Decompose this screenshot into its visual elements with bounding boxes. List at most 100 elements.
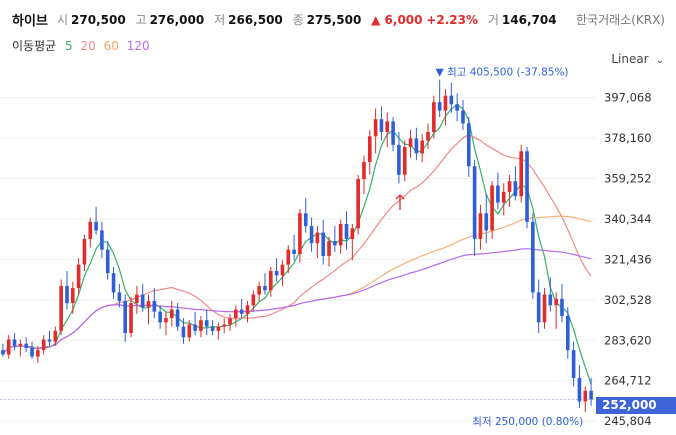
annotations: ▼ 최고 405,500 (-37.85%) 최저 250,000 (0.80%) (0, 67, 596, 428)
candle-body (268, 271, 273, 291)
candle (362, 155, 366, 195)
candle (414, 127, 419, 160)
candle (548, 277, 553, 312)
ma-legend-title: 이동평균 (12, 39, 57, 53)
candle (542, 288, 547, 329)
candle (536, 279, 541, 334)
candle-body (193, 324, 197, 331)
candle (257, 281, 261, 301)
close-value: 275,500 (306, 13, 362, 27)
candle (1, 343, 5, 357)
candle (239, 298, 244, 319)
max-price-annotation: ▼ 최고 405,500 (-37.85%) (436, 67, 569, 79)
candle-body (565, 315, 570, 351)
candle (298, 209, 302, 263)
y-tick-label: 283,620 (604, 333, 652, 347)
candle (513, 166, 518, 201)
candle-body (554, 298, 558, 306)
candle-body (327, 241, 331, 257)
candle-body (519, 151, 524, 197)
candle-body (542, 294, 547, 323)
candle (286, 245, 291, 274)
candle-body (222, 324, 227, 327)
candle-body (111, 273, 116, 293)
candle-body (437, 102, 442, 111)
ma-60-label: 60 (103, 39, 119, 53)
candle (234, 305, 238, 327)
candle-body (18, 343, 23, 346)
candle-body (169, 309, 174, 319)
candle-body (24, 343, 29, 349)
candle (82, 234, 87, 272)
scale-dropdown[interactable]: Linear ⌄ (611, 52, 664, 66)
candle-body (117, 292, 122, 301)
candle (41, 335, 46, 355)
candle (94, 206, 98, 235)
candle (472, 159, 477, 257)
candle-body (513, 181, 518, 197)
candle-body (181, 326, 186, 338)
y-tick-label: 378,160 (604, 131, 652, 145)
moving-average-legend[interactable]: 이동평균 5 20 60 120 (12, 37, 154, 54)
candle (519, 144, 524, 203)
candle (391, 117, 395, 152)
candle (565, 307, 570, 359)
candle-body (391, 121, 395, 145)
volume-value: 146,704 (501, 13, 557, 27)
candle (175, 303, 180, 331)
low-value: 266,500 (228, 13, 283, 27)
candle-body (59, 285, 63, 331)
candle-body (589, 390, 593, 400)
candle-body (350, 228, 355, 239)
candle (100, 221, 104, 259)
candle-body (123, 300, 128, 334)
candle (24, 337, 29, 353)
candle (303, 198, 308, 233)
candle (408, 129, 413, 158)
candle-body (100, 230, 104, 250)
candle-body (257, 285, 261, 295)
candle (350, 223, 355, 261)
candle (280, 260, 285, 286)
candle-body (385, 121, 390, 133)
candle (571, 341, 576, 387)
candle (333, 226, 337, 252)
candle-body (286, 249, 291, 265)
candle-body (41, 339, 46, 351)
candle (338, 219, 343, 254)
candle-body (12, 339, 17, 346)
close-label: 종 (292, 13, 304, 27)
candle (560, 283, 564, 323)
candle (88, 217, 93, 248)
candle (6, 335, 11, 359)
candle (47, 330, 52, 346)
candle-body (472, 166, 477, 239)
candle-body (490, 185, 494, 231)
candle-body (397, 144, 401, 175)
candle-body (531, 221, 535, 293)
up-arrow-marker (395, 194, 405, 210)
candle (531, 213, 535, 299)
candle (478, 204, 483, 250)
candle (199, 315, 203, 338)
candle-body (449, 95, 454, 105)
candle (70, 281, 75, 314)
candle-body (426, 132, 430, 141)
candle (344, 211, 349, 250)
candle (123, 294, 128, 342)
candle-body (245, 305, 250, 314)
open-value: 270,500 (71, 13, 126, 27)
candle-body (402, 146, 407, 175)
candle (216, 322, 221, 340)
candle-body (455, 104, 459, 111)
candle-body (94, 221, 98, 231)
candle (111, 266, 116, 299)
candle-body (88, 221, 93, 239)
quote-header: 하이브 시 270,500 고 276,000 저 266,500 종 275,500 … (0, 0, 676, 38)
candle (105, 241, 110, 280)
candle-body (239, 309, 244, 314)
candle (432, 95, 436, 139)
ma-120-label: 120 (126, 39, 150, 53)
candle (292, 234, 296, 261)
